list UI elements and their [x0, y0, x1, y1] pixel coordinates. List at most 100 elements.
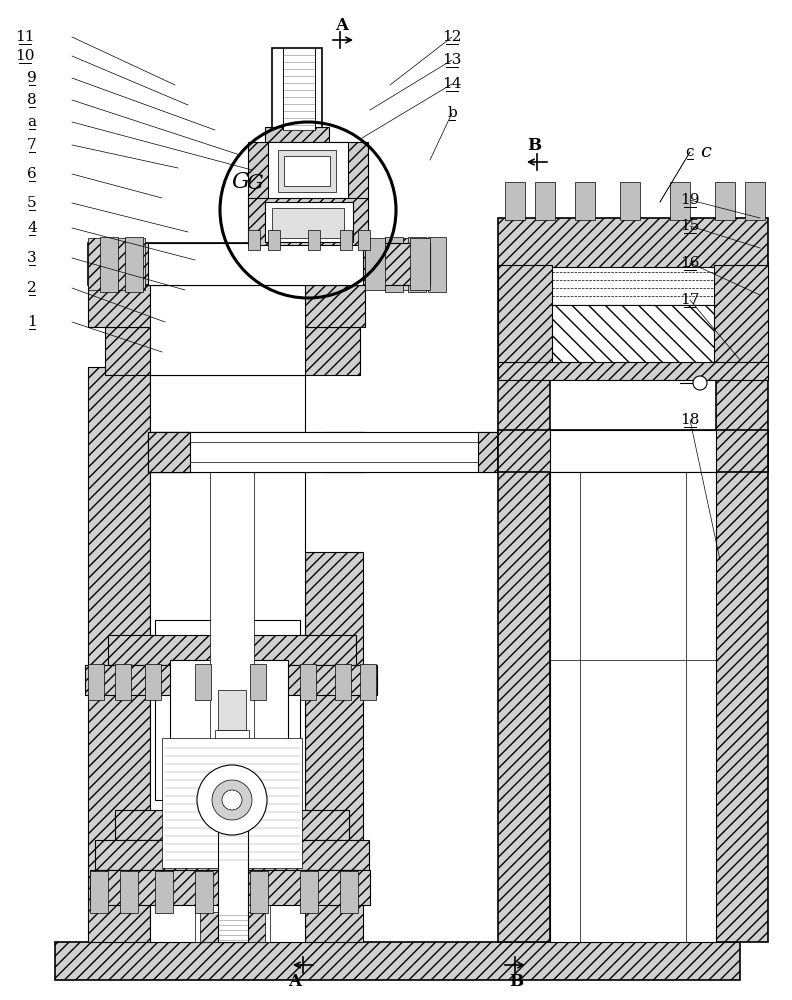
Bar	[428, 237, 446, 292]
Bar	[150, 432, 365, 472]
Text: 13: 13	[442, 53, 462, 67]
Circle shape	[222, 790, 242, 810]
Text: 17: 17	[680, 293, 699, 307]
Bar	[125, 237, 143, 292]
Bar	[150, 372, 305, 942]
Bar	[90, 871, 108, 913]
Text: 16: 16	[680, 256, 700, 270]
Bar	[340, 230, 352, 250]
Bar	[150, 432, 190, 472]
Bar	[335, 664, 351, 700]
Bar	[150, 285, 305, 375]
Bar	[148, 432, 190, 472]
Bar	[284, 156, 330, 186]
Bar	[550, 267, 716, 305]
Text: 10: 10	[15, 49, 35, 63]
Bar	[365, 243, 430, 285]
Bar	[248, 198, 368, 245]
Bar	[670, 182, 690, 220]
Bar	[268, 230, 280, 250]
Bar	[550, 472, 716, 942]
Text: G: G	[231, 171, 249, 193]
Bar	[268, 143, 326, 165]
Bar	[385, 237, 403, 292]
Bar	[162, 738, 302, 868]
Bar	[210, 462, 254, 942]
Bar	[278, 150, 336, 192]
Text: 8: 8	[27, 93, 36, 107]
Bar	[250, 871, 268, 913]
Text: 12: 12	[442, 30, 462, 44]
Bar	[195, 871, 213, 913]
Bar	[300, 871, 318, 913]
Text: 19: 19	[680, 193, 700, 207]
Bar	[155, 620, 300, 800]
Bar	[745, 182, 765, 220]
Text: 9: 9	[27, 71, 37, 85]
Text: 1: 1	[27, 315, 37, 329]
Bar	[85, 665, 377, 695]
Text: c: c	[700, 143, 711, 161]
Text: 2: 2	[27, 281, 37, 295]
Bar	[148, 432, 518, 472]
Bar	[358, 230, 370, 250]
Bar	[195, 870, 270, 942]
Bar	[305, 552, 363, 942]
Bar	[498, 362, 768, 380]
Bar	[272, 48, 322, 130]
Text: 18: 18	[680, 413, 699, 427]
Text: a: a	[28, 115, 36, 129]
Bar	[145, 664, 161, 700]
Bar	[115, 810, 349, 840]
Bar	[120, 871, 138, 913]
Bar	[408, 237, 426, 292]
Bar	[550, 305, 716, 365]
Text: G: G	[247, 174, 264, 193]
Bar	[410, 238, 430, 290]
Bar	[365, 238, 385, 290]
Bar	[498, 262, 550, 942]
Text: 6: 6	[27, 167, 37, 181]
Bar	[115, 238, 145, 290]
Bar	[88, 367, 150, 942]
Text: B: B	[509, 974, 523, 990]
Bar	[272, 208, 344, 238]
Bar	[550, 430, 716, 472]
Bar	[215, 730, 249, 760]
Text: B: B	[527, 136, 541, 153]
Bar	[283, 48, 315, 130]
Bar	[265, 202, 353, 242]
Circle shape	[197, 765, 267, 835]
Bar	[200, 912, 265, 942]
Bar	[385, 238, 415, 290]
Bar	[88, 238, 118, 290]
Circle shape	[212, 780, 252, 820]
Bar	[498, 265, 552, 365]
Text: 4: 4	[27, 221, 37, 235]
Bar	[170, 660, 288, 800]
Bar	[115, 664, 131, 700]
Bar	[300, 664, 316, 700]
Text: 7: 7	[27, 138, 36, 152]
Bar	[498, 430, 768, 472]
Bar	[88, 243, 428, 285]
Text: A: A	[336, 16, 348, 33]
Bar	[262, 163, 332, 175]
Bar	[325, 432, 365, 472]
Text: 5: 5	[27, 196, 36, 210]
Bar	[88, 664, 104, 700]
Bar	[308, 230, 320, 250]
Text: b: b	[447, 106, 457, 120]
Bar	[95, 840, 369, 870]
Bar	[575, 182, 595, 220]
Bar	[498, 218, 768, 270]
Bar	[108, 635, 356, 665]
Bar	[715, 182, 735, 220]
Bar	[218, 812, 248, 942]
Bar	[250, 664, 266, 700]
Bar	[505, 182, 525, 220]
Bar	[155, 871, 173, 913]
Bar	[88, 285, 365, 327]
Text: c: c	[686, 145, 695, 159]
Bar	[714, 265, 768, 365]
